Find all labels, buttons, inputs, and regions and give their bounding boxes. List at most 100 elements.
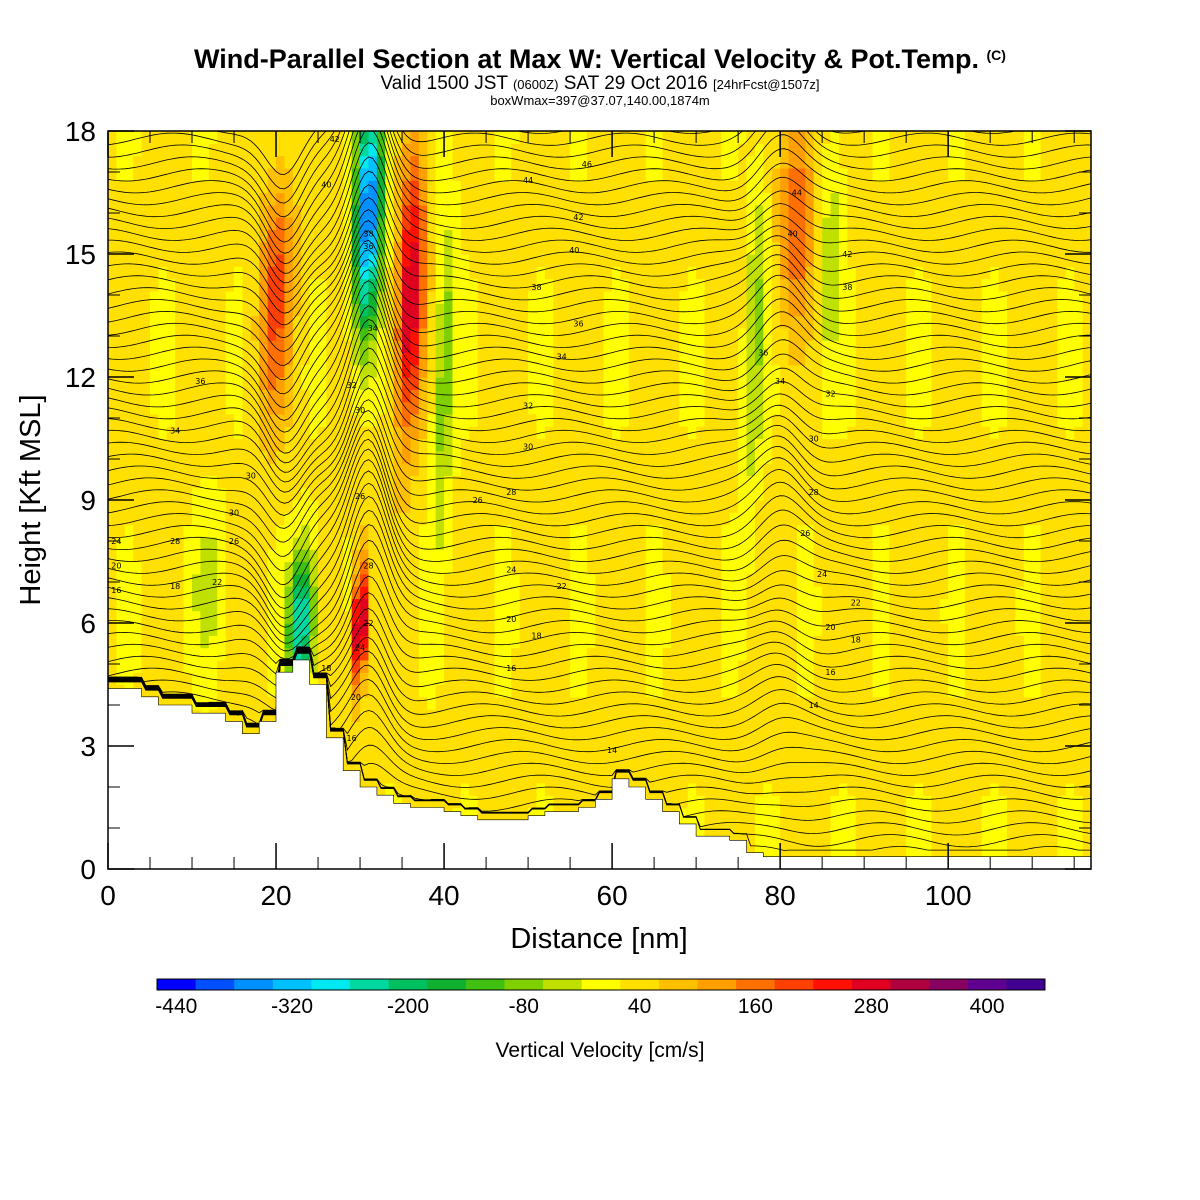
velocity-cell [133, 401, 143, 415]
velocity-cell [721, 364, 731, 378]
velocity-cell [788, 549, 798, 563]
velocity-cell [511, 290, 521, 304]
velocity-cell [368, 500, 378, 513]
velocity-cell [276, 401, 286, 415]
velocity-cell [595, 143, 605, 157]
velocity-cell [738, 413, 748, 427]
velocity-cell [108, 254, 117, 267]
velocity-cell [645, 475, 655, 489]
velocity-cell [763, 746, 773, 759]
velocity-cell [746, 426, 756, 440]
velocity-cell [250, 131, 260, 144]
velocity-cell [284, 401, 294, 415]
velocity-cell [654, 610, 664, 624]
velocity-cell [519, 192, 529, 206]
velocity-cell [670, 696, 680, 710]
velocity-cell [267, 327, 277, 341]
velocity-cell [620, 217, 630, 230]
velocity-cell [486, 426, 496, 440]
velocity-cell [754, 709, 764, 722]
velocity-cell [754, 573, 764, 587]
velocity-cell [553, 217, 563, 230]
velocity-cell [284, 315, 294, 329]
velocity-cell [124, 180, 134, 194]
velocity-cell [528, 598, 538, 612]
velocity-cell [763, 709, 773, 722]
velocity-cell [721, 586, 731, 599]
velocity-cell [385, 524, 395, 538]
velocity-cell [595, 131, 605, 144]
velocity-cell [494, 340, 504, 353]
velocity-cell [200, 586, 210, 599]
velocity-cell [250, 610, 260, 624]
velocity-cell [502, 758, 512, 772]
velocity-cell [183, 241, 193, 255]
velocity-cell [561, 180, 571, 194]
velocity-cell [141, 204, 151, 218]
velocity-cell [620, 475, 630, 489]
velocity-cell [309, 377, 319, 390]
velocity-cell [771, 290, 781, 304]
velocity-cell [763, 426, 773, 440]
velocity-cell [553, 586, 563, 599]
velocity-cell [738, 266, 748, 280]
velocity-cell [679, 524, 689, 538]
velocity-cell [570, 709, 580, 722]
velocity-cell [536, 377, 546, 390]
velocity-cell [292, 610, 302, 624]
velocity-cell [183, 450, 193, 464]
velocity-cell [326, 192, 336, 206]
velocity-cell [435, 758, 445, 772]
velocity-cell [217, 352, 227, 366]
velocity-cell [502, 684, 512, 698]
velocity-cell [326, 500, 336, 513]
velocity-cell [763, 586, 773, 599]
velocity-cell [628, 217, 638, 230]
velocity-cell [679, 450, 689, 464]
velocity-cell [780, 475, 790, 489]
velocity-cell [402, 426, 412, 440]
velocity-cell [124, 512, 134, 526]
velocity-cell [334, 290, 344, 304]
velocity-cell [402, 167, 412, 181]
velocity-cell [292, 536, 302, 550]
velocity-cell [586, 278, 596, 292]
velocity-cell [738, 327, 748, 341]
velocity-cell [603, 463, 613, 476]
velocity-cell [578, 450, 588, 464]
velocity-cell [150, 635, 160, 649]
velocity-cell [326, 512, 336, 526]
velocity-cell [460, 696, 470, 710]
velocity-cell [654, 598, 664, 612]
velocity-cell [460, 721, 470, 735]
velocity-cell [141, 401, 151, 415]
velocity-cell [225, 659, 235, 673]
velocity-cell [637, 340, 647, 353]
velocity-cell [124, 192, 134, 206]
velocity-cell [654, 340, 664, 353]
velocity-cell [351, 327, 361, 341]
velocity-cell [788, 266, 798, 280]
velocity-cell [150, 610, 160, 624]
velocity-cell [502, 450, 512, 464]
velocity-cell [217, 549, 227, 563]
velocity-cell [150, 290, 160, 304]
velocity-cell [738, 340, 748, 353]
velocity-cell [208, 352, 218, 366]
velocity-cell [217, 229, 227, 243]
velocity-cell [435, 782, 445, 796]
velocity-cell [612, 610, 622, 624]
velocity-cell [217, 561, 227, 575]
velocity-cell [208, 204, 218, 218]
velocity-cell [628, 340, 638, 353]
velocity-cell [183, 377, 193, 390]
velocity-cell [427, 696, 437, 710]
velocity-cell [133, 598, 143, 612]
velocity-cell [486, 795, 496, 809]
velocity-cell [553, 229, 563, 243]
velocity-cell [763, 672, 773, 686]
velocity-cell [402, 192, 412, 206]
velocity-cell [738, 290, 748, 304]
velocity-cell [511, 647, 521, 661]
